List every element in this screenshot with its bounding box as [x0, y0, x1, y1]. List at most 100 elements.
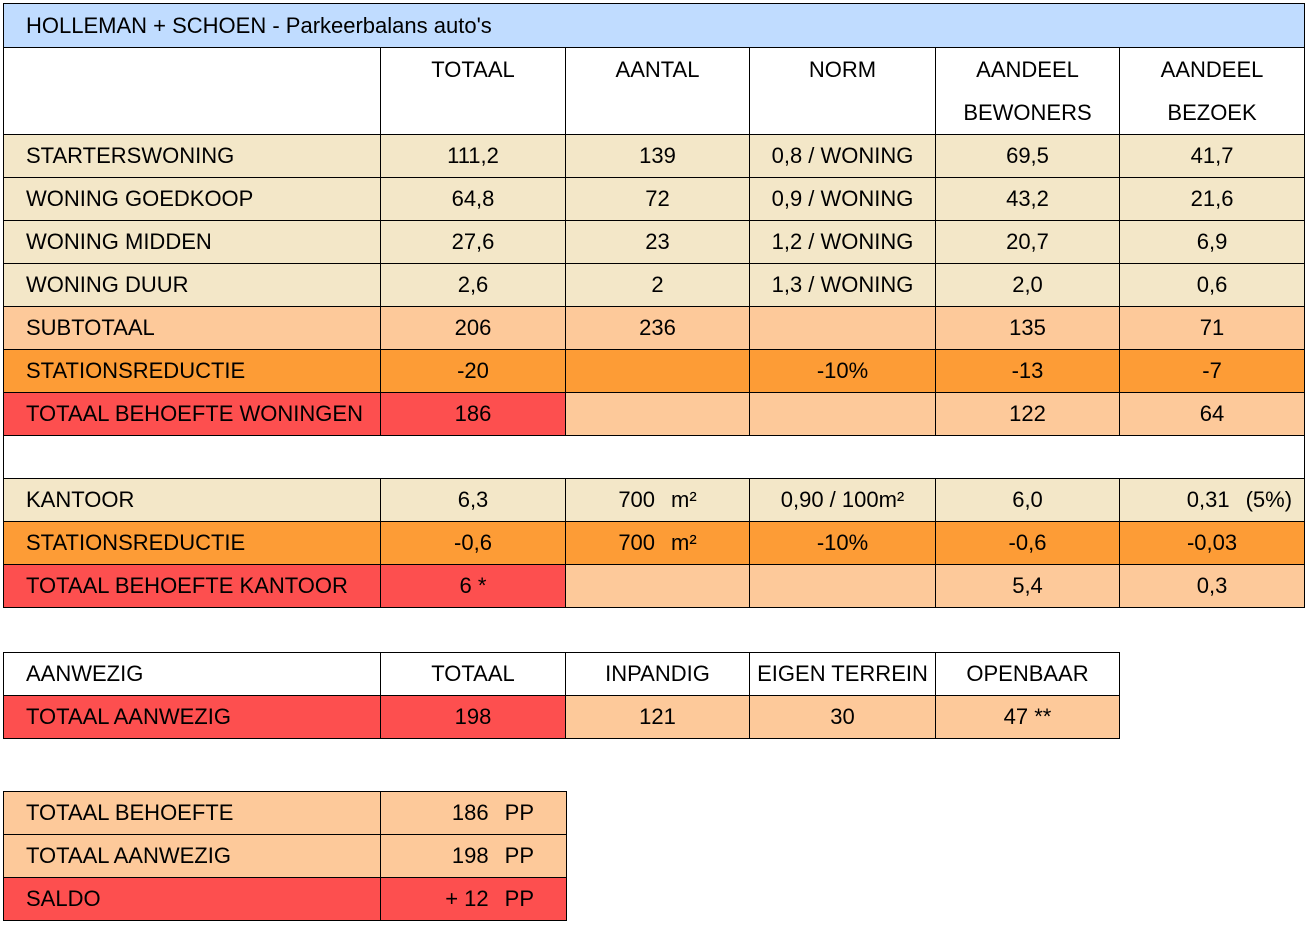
cell-totaal: 111,2 — [380, 134, 566, 178]
area-unit: m² — [671, 487, 697, 512]
header-aantal: AANTAL — [565, 47, 750, 135]
area-value: 700 — [618, 487, 656, 512]
header-line1: AANDEEL — [976, 57, 1079, 82]
header-line2: BEWONERS — [963, 100, 1092, 125]
cell-bewoners: 5,4 — [935, 564, 1120, 608]
cell-bezoek: 41,7 — [1118, 134, 1306, 178]
cell-norm: -10% — [749, 521, 936, 565]
table-row: TOTAAL BEHOEFTE 186 PP — [3, 791, 567, 835]
cell-norm — [749, 306, 936, 350]
cell-bezoek: -0,03 — [1118, 521, 1306, 565]
cell-totaal: -0,6 — [380, 521, 566, 565]
value: 198 — [451, 843, 489, 868]
subtotal-row: SUBTOTAAL 206 236 135 71 — [3, 306, 1306, 350]
row-label: STATIONSREDUCTIE — [3, 521, 381, 565]
cell-norm — [749, 392, 936, 436]
present-parking-table: AANWEZIG TOTAAL INPANDIG EIGEN TERREIN O… — [3, 652, 1120, 739]
page-title: HOLLEMAN + SCHOEN - Parkeerbalans auto's — [2, 3, 1306, 48]
cell-totaal: 186 — [380, 392, 566, 436]
cell-value: 186 PP — [380, 791, 567, 835]
cell-totaal: 6,3 — [380, 478, 566, 522]
value: 186 — [451, 800, 489, 825]
cell-bewoners: 135 — [935, 306, 1120, 350]
unit: PP — [504, 843, 534, 868]
cell-bezoek: 6,9 — [1118, 220, 1306, 264]
value: + 12 — [445, 886, 489, 911]
cell-norm: 0,90 / 100m² — [749, 478, 936, 522]
saldo-row: SALDO + 12 PP — [3, 877, 567, 921]
cell-totaal: 198 — [380, 695, 566, 739]
visit-value: 0,31 — [1186, 487, 1230, 512]
total-housing-row: TOTAAL BEHOEFTE WONINGEN 186 122 64 — [3, 392, 1306, 436]
unit: PP — [504, 800, 534, 825]
header-aandeel-bezoek: AANDEEL BEZOEK — [1118, 47, 1306, 135]
table-row: TOTAAL AANWEZIG 198 PP — [3, 834, 567, 878]
cell-inpandig: 121 — [565, 695, 750, 739]
cell-aantal: 23 — [565, 220, 750, 264]
cell-norm — [749, 564, 936, 608]
parking-balance-table: HOLLEMAN + SCHOEN - Parkeerbalans auto's… — [2, 3, 1306, 608]
office-station-reduction-row: STATIONSREDUCTIE -0,6 700 m² -10% -0,6 -0… — [3, 521, 1306, 565]
cell-totaal: 64,8 — [380, 177, 566, 221]
row-label: WONING MIDDEN — [3, 220, 381, 264]
cell-aantal: 72 — [565, 177, 750, 221]
cell-bewoners: 6,0 — [935, 478, 1120, 522]
row-label: WONING DUUR — [3, 263, 381, 307]
cell-bezoek: 71 — [1118, 306, 1306, 350]
row-label: TOTAAL BEHOEFTE — [3, 791, 381, 835]
cell-bewoners: 69,5 — [935, 134, 1120, 178]
total-present-row: TOTAAL AANWEZIG 198 121 30 47 ** — [3, 695, 1120, 739]
cell-aantal — [565, 349, 750, 393]
cell-norm: 1,2 / WONING — [749, 220, 936, 264]
header-label — [3, 47, 381, 135]
cell-aantal: 2 — [565, 263, 750, 307]
header-aandeel-bewoners: AANDEEL BEWONERS — [935, 47, 1120, 135]
balance-table: TOTAAL BEHOEFTE 186 PP TOTAAL AANWEZIG 19… — [3, 791, 567, 921]
cell-bewoners: 43,2 — [935, 177, 1120, 221]
cell-aantal: 236 — [565, 306, 750, 350]
cell-bewoners: 122 — [935, 392, 1120, 436]
row-label: SUBTOTAAL — [3, 306, 381, 350]
row-label: TOTAAL AANWEZIG — [3, 695, 381, 739]
cell-bewoners: 2,0 — [935, 263, 1120, 307]
header-totaal: TOTAAL — [380, 652, 566, 696]
cell-eigen-terrein: 30 — [749, 695, 936, 739]
cell-totaal: 2,6 — [380, 263, 566, 307]
cell-totaal: 27,6 — [380, 220, 566, 264]
table-row: STARTERSWONING 111,2 139 0,8 / WONING 69… — [3, 134, 1306, 178]
station-reduction-row: STATIONSREDUCTIE -20 -10% -13 -7 — [3, 349, 1306, 393]
cell-bewoners: -0,6 — [935, 521, 1120, 565]
row-label: TOTAAL BEHOEFTE WONINGEN — [3, 392, 381, 436]
spacer-cell — [2, 435, 1306, 479]
cell-bewoners: 20,7 — [935, 220, 1120, 264]
row-label: SALDO — [3, 877, 381, 921]
cell-bezoek: 0,3 — [1118, 564, 1306, 608]
cell-totaal: 6 * — [380, 564, 566, 608]
header-inpandig: INPANDIG — [565, 652, 750, 696]
row-label: TOTAAL AANWEZIG — [3, 834, 381, 878]
cell-aantal — [565, 564, 750, 608]
row-label: TOTAAL BEHOEFTE KANTOOR — [3, 564, 381, 608]
cell-bezoek: 0,6 — [1118, 263, 1306, 307]
cell-norm: -10% — [749, 349, 936, 393]
row-label: KANTOOR — [3, 478, 381, 522]
cell-aantal: 139 — [565, 134, 750, 178]
area-value: 700 — [618, 530, 656, 555]
cell-openbaar: 47 ** — [935, 695, 1120, 739]
row-label: STATIONSREDUCTIE — [3, 349, 381, 393]
table-header-row: TOTAAL AANTAL NORM AANDEEL BEWONERS AANDE… — [3, 47, 1306, 135]
cell-totaal: -20 — [380, 349, 566, 393]
header-line1: AANDEEL — [1160, 57, 1264, 82]
header-norm: NORM — [749, 47, 936, 135]
unit: PP — [504, 886, 534, 911]
header-aanwezig: AANWEZIG — [3, 652, 381, 696]
header-eigen-terrein: EIGEN TERREIN — [749, 652, 936, 696]
cell-value: + 12 PP — [380, 877, 567, 921]
cell-bezoek: 0,31 (5%) — [1118, 478, 1306, 522]
cell-aantal — [565, 392, 750, 436]
table-row: WONING DUUR 2,6 2 1,3 / WONING 2,0 0,6 — [3, 263, 1306, 307]
visit-note: (5%) — [1245, 487, 1293, 512]
table-header-row: AANWEZIG TOTAAL INPANDIG EIGEN TERREIN O… — [3, 652, 1120, 696]
cell-norm: 0,8 / WONING — [749, 134, 936, 178]
table-row: WONING MIDDEN 27,6 23 1,2 / WONING 20,7 … — [3, 220, 1306, 264]
